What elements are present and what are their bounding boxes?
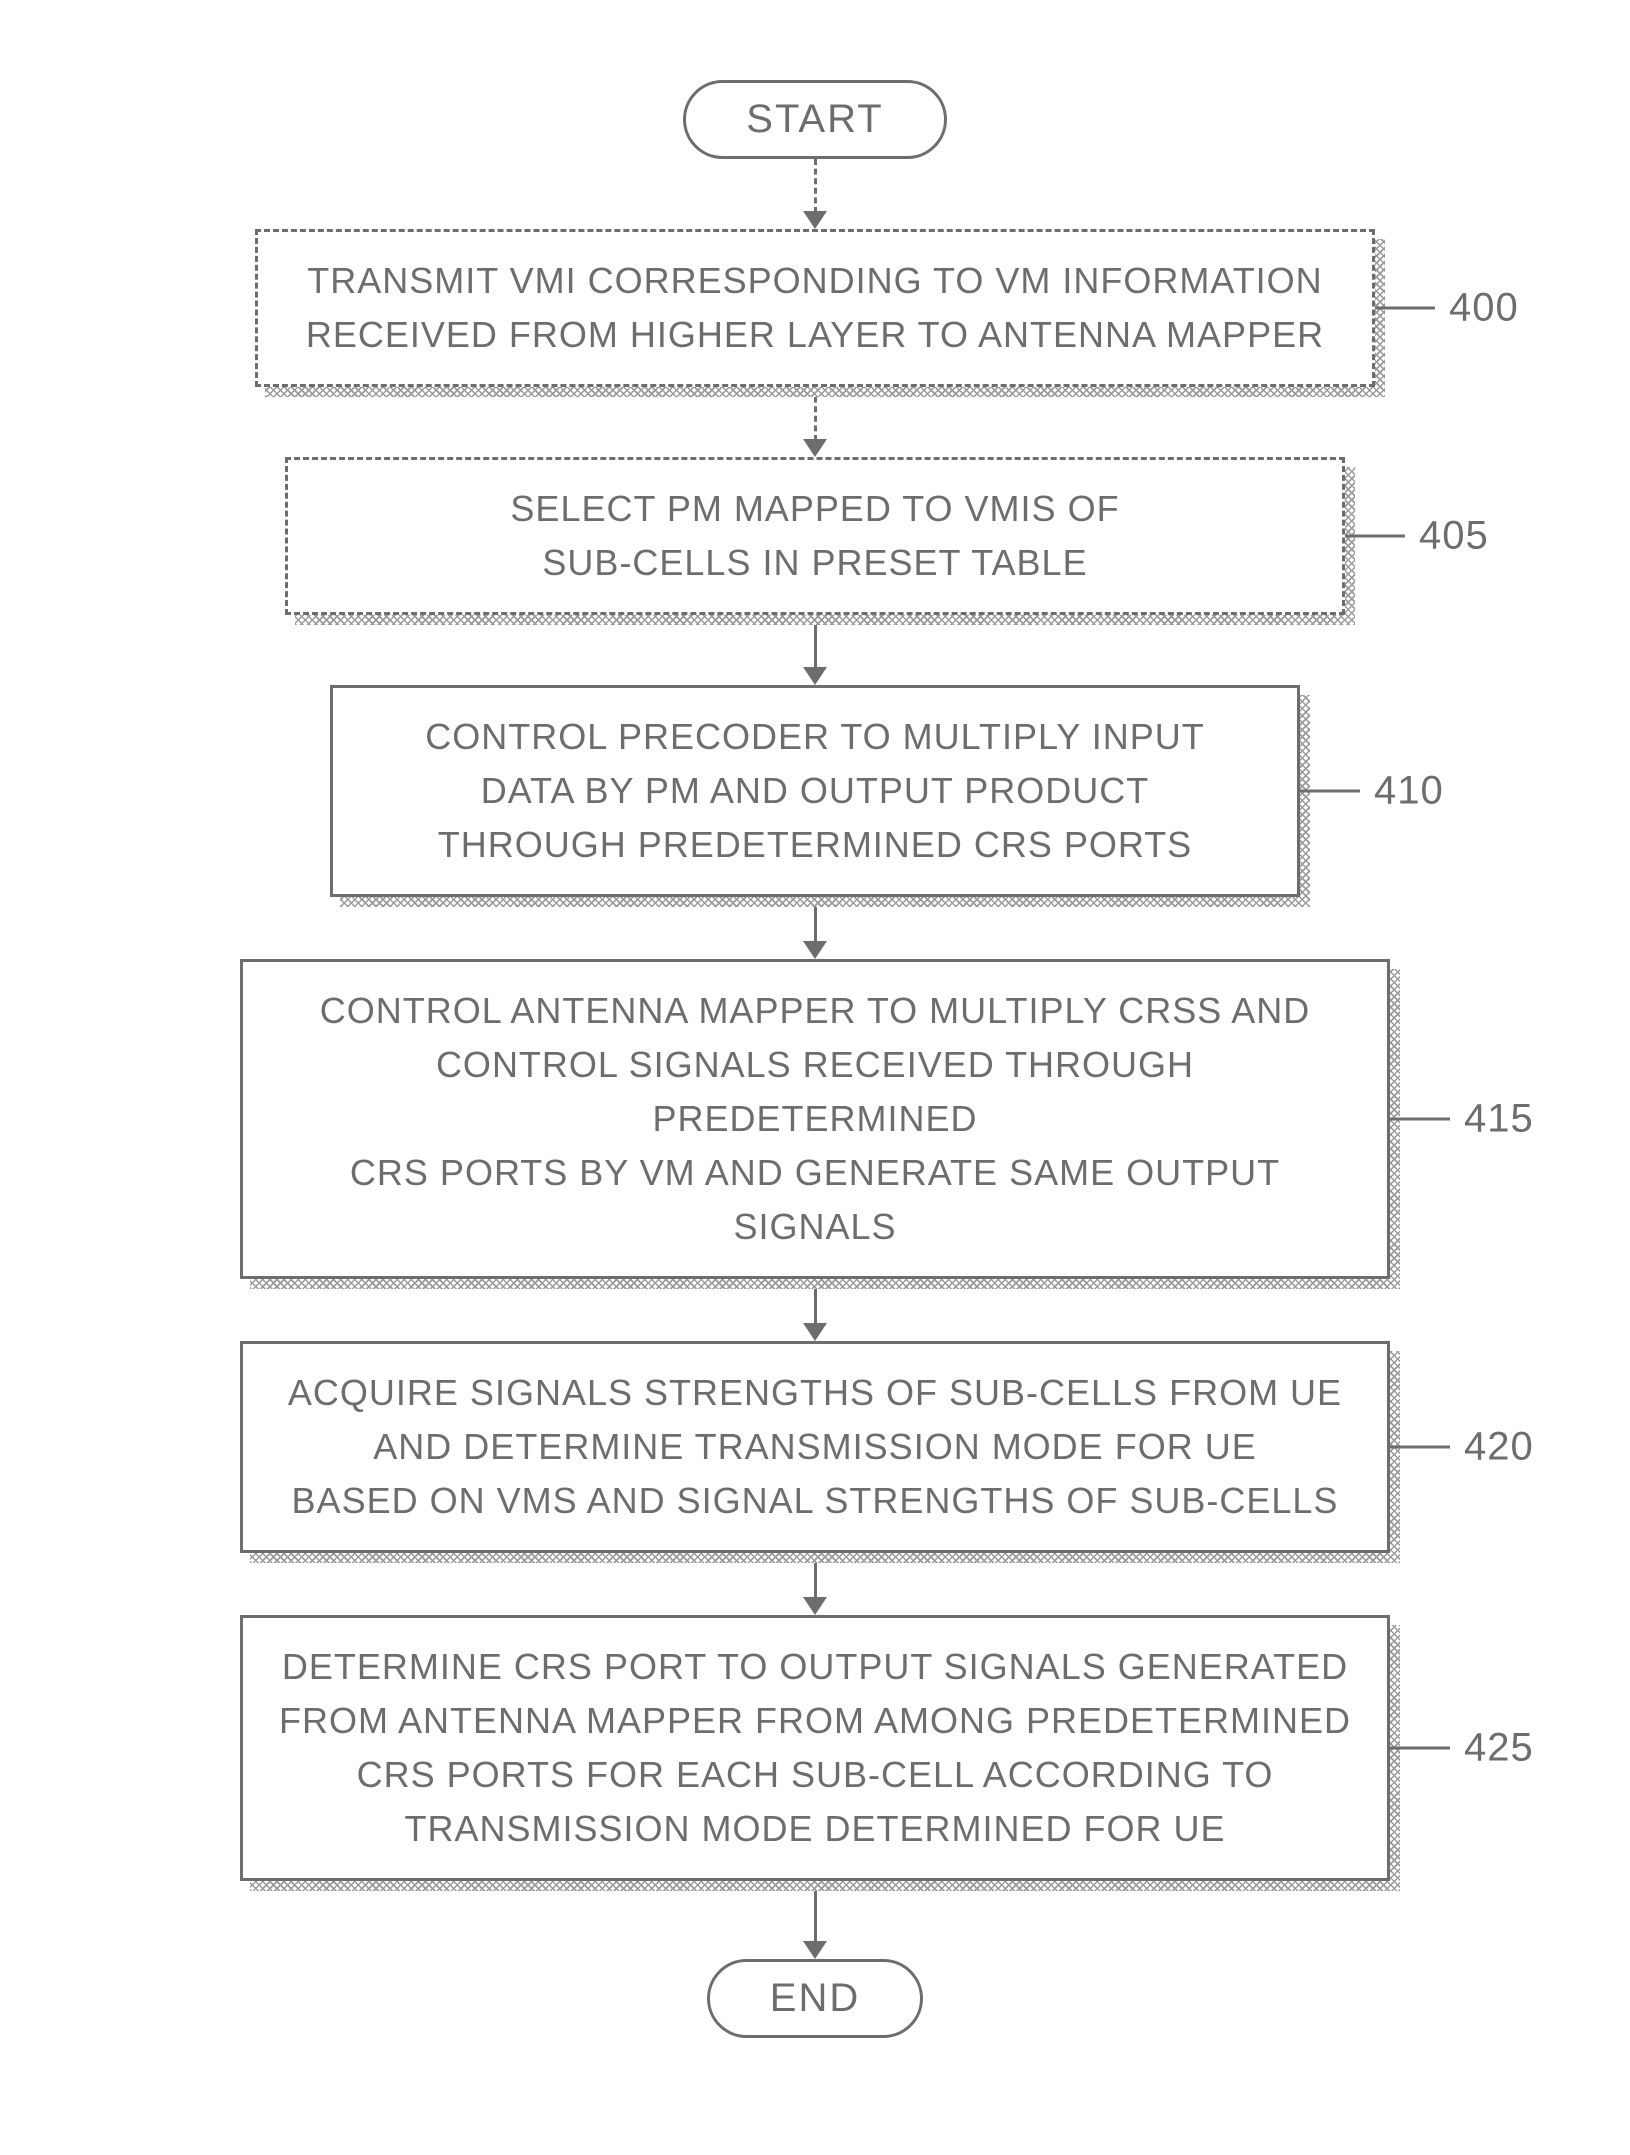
step-box: ACQUIRE SIGNALS STRENGTHS OF SUB-CELLS F… — [240, 1341, 1390, 1553]
ref-leader — [1300, 790, 1360, 793]
step-box: CONTROL PRECODER TO MULTIPLY INPUT DATA … — [330, 685, 1300, 897]
ref-label-group: 420 — [1390, 1425, 1534, 1470]
arrow-to-400 — [803, 159, 827, 229]
ref-label: 410 — [1374, 769, 1444, 814]
flowchart: START TRANSMIT VMI CORRESPONDING TO VM IN… — [215, 80, 1415, 2038]
step-425: DETERMINE CRS PORT TO OUTPUT SIGNALS GEN… — [240, 1615, 1390, 1881]
ref-label: 420 — [1464, 1425, 1534, 1470]
step-415: CONTROL ANTENNA MAPPER TO MULTIPLY CRSS … — [240, 959, 1390, 1279]
ref-leader — [1375, 307, 1435, 310]
step-400: TRANSMIT VMI CORRESPONDING TO VM INFORMA… — [255, 229, 1375, 387]
arrow-to-405 — [803, 387, 827, 457]
ref-label-group: 400 — [1375, 286, 1519, 331]
step-405: SELECT PM MAPPED TO VMIS OF SUB-CELLS IN… — [285, 457, 1345, 615]
step-420: ACQUIRE SIGNALS STRENGTHS OF SUB-CELLS F… — [240, 1341, 1390, 1553]
ref-label: 425 — [1464, 1726, 1534, 1771]
ref-leader — [1390, 1118, 1450, 1121]
step-box: SELECT PM MAPPED TO VMIS OF SUB-CELLS IN… — [285, 457, 1345, 615]
step-410: CONTROL PRECODER TO MULTIPLY INPUT DATA … — [330, 685, 1300, 897]
end-terminator: END — [707, 1959, 923, 2038]
step-box: CONTROL ANTENNA MAPPER TO MULTIPLY CRSS … — [240, 959, 1390, 1279]
arrow-to-end — [803, 1881, 827, 1959]
step-box: DETERMINE CRS PORT TO OUTPUT SIGNALS GEN… — [240, 1615, 1390, 1881]
ref-leader — [1390, 1446, 1450, 1449]
step-box: TRANSMIT VMI CORRESPONDING TO VM INFORMA… — [255, 229, 1375, 387]
ref-leader — [1345, 535, 1405, 538]
ref-label: 405 — [1419, 514, 1489, 559]
ref-label: 400 — [1449, 286, 1519, 331]
ref-label-group: 405 — [1345, 514, 1489, 559]
arrow-to-410 — [803, 615, 827, 685]
ref-label-group: 425 — [1390, 1726, 1534, 1771]
ref-label-group: 415 — [1390, 1097, 1534, 1142]
start-terminator: START — [683, 80, 946, 159]
ref-leader — [1390, 1747, 1450, 1750]
ref-label-group: 410 — [1300, 769, 1444, 814]
ref-label: 415 — [1464, 1097, 1534, 1142]
